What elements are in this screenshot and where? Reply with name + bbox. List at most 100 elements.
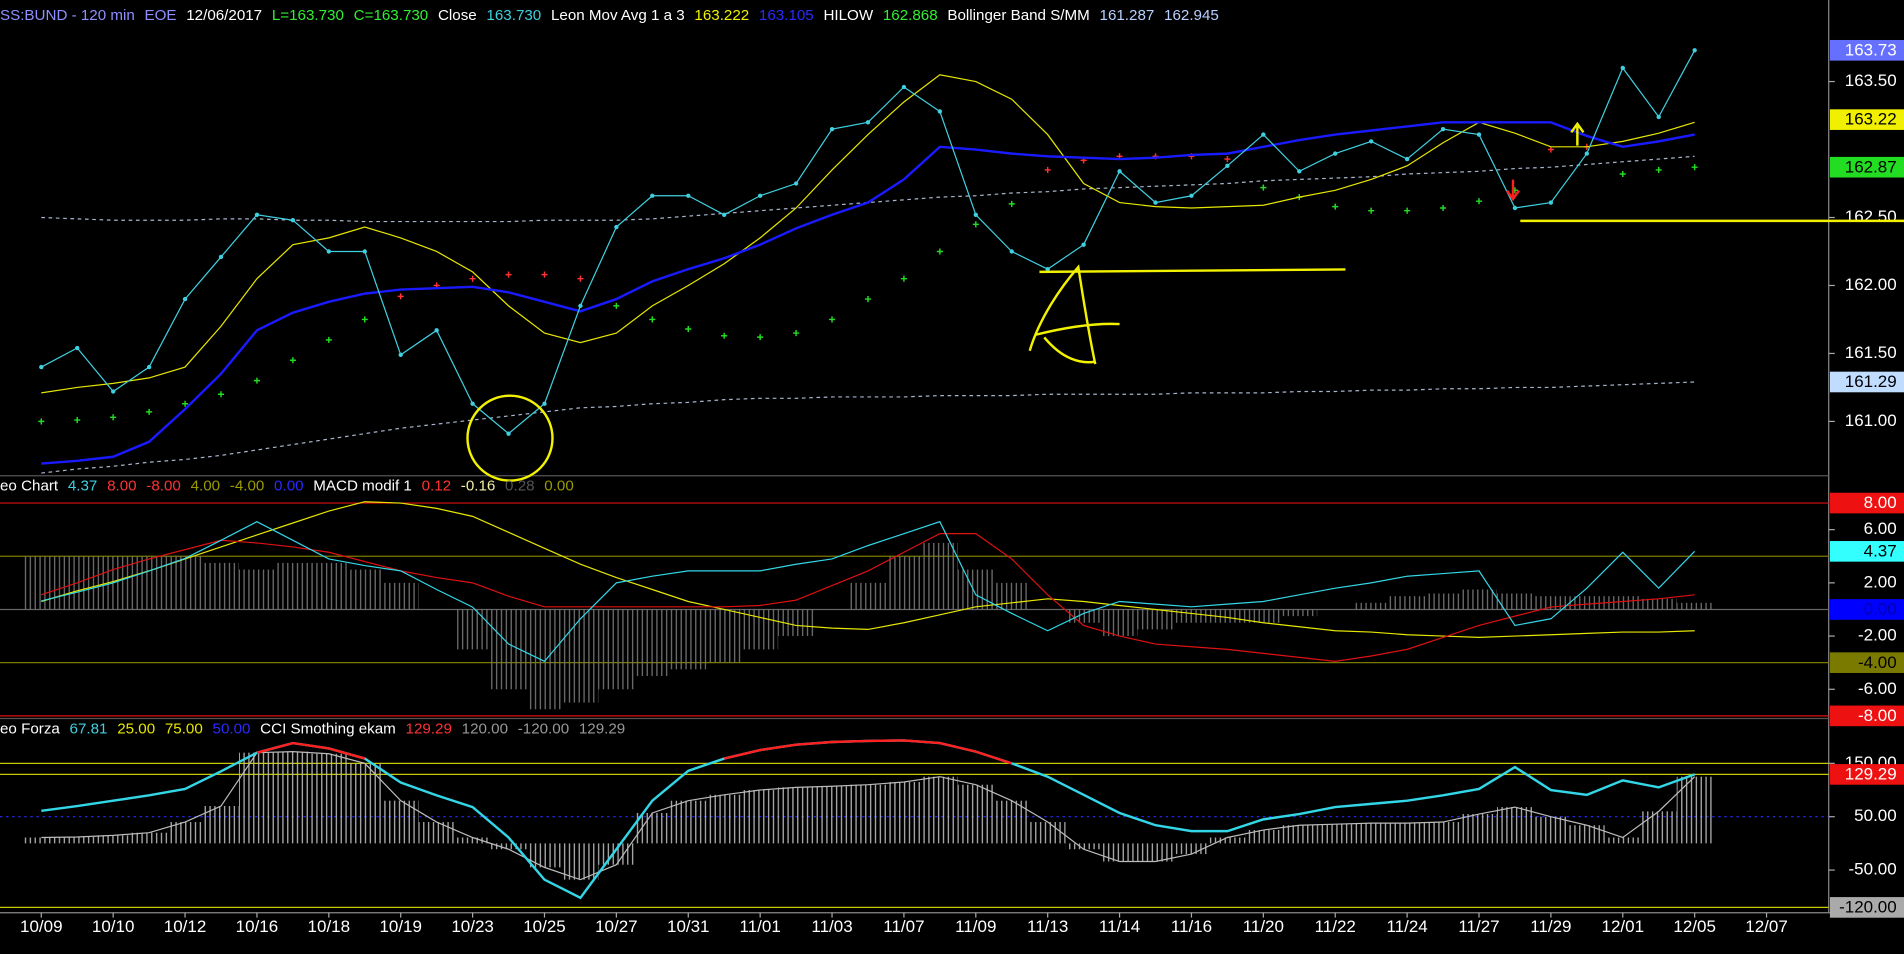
close-dot	[542, 401, 547, 406]
histogram-bar	[1209, 837, 1246, 844]
y-tick-label: -6.00	[1858, 679, 1897, 698]
hilow-marker	[1547, 146, 1554, 153]
hilow-marker	[217, 391, 225, 398]
histogram-bar	[1065, 609, 1102, 623]
close-dot	[1584, 151, 1590, 156]
hilow-marker	[469, 275, 476, 282]
histogram-bar	[1425, 822, 1462, 844]
histogram-bar	[310, 562, 347, 610]
value-box-label: 163.73	[1845, 40, 1897, 59]
value-box	[1829, 897, 1904, 918]
series-line	[41, 74, 1695, 394]
x-tick-label: 11/01	[740, 917, 781, 936]
histogram-bar	[921, 542, 958, 610]
histogram-bar	[1461, 814, 1497, 844]
histogram-bar	[95, 835, 132, 844]
value-box-label: -120.00	[1839, 897, 1897, 916]
hilow-marker	[721, 332, 728, 339]
close-dot	[829, 126, 835, 132]
x-tick-label: 10/12	[164, 917, 207, 936]
x-tick-label: 10/27	[595, 917, 638, 936]
histogram-bar	[1245, 609, 1282, 623]
panel-header: 120.00	[462, 720, 508, 737]
close-dot	[470, 401, 475, 406]
histogram-bar	[1389, 596, 1426, 610]
close-dot	[793, 181, 799, 186]
hilow-marker	[110, 414, 117, 421]
histogram-bar	[238, 569, 275, 610]
close-dot	[1045, 266, 1050, 272]
hilow-marker	[1440, 204, 1447, 212]
panel-header: 129.29	[579, 720, 625, 737]
close-dot	[614, 224, 619, 230]
series-line	[41, 751, 1696, 881]
close-dot	[973, 212, 978, 217]
close-dot	[901, 84, 907, 90]
panel-header: 0.28	[505, 478, 535, 495]
histogram-bar	[274, 562, 311, 610]
y-tick-label: -2.00	[1858, 626, 1897, 645]
close-dot	[1225, 163, 1230, 169]
panel-header: 0.00	[274, 478, 304, 495]
histogram-bar	[1568, 596, 1605, 610]
histogram-bar	[634, 609, 671, 676]
close-dot	[218, 254, 224, 260]
panel-header: CCI Smothing ekam	[260, 720, 396, 737]
y-tick-label: 2.00	[1864, 572, 1897, 591]
x-tick-label: 10/25	[523, 917, 566, 936]
panel-header: 4.00	[191, 478, 221, 495]
sell-arrow	[1505, 179, 1521, 202]
hilow-marker	[649, 316, 656, 323]
close-dot	[290, 218, 296, 223]
series-line	[41, 155, 1695, 223]
x-tick-label: 10/19	[379, 917, 422, 936]
panel-header: 163.105	[759, 7, 814, 24]
close-dot	[434, 328, 439, 333]
hilow-marker	[1475, 198, 1483, 205]
close-dot	[686, 193, 691, 198]
hilow-marker	[1224, 156, 1231, 163]
close-dot	[722, 212, 727, 217]
value-box-label: -4.00	[1858, 653, 1897, 672]
panel-header: -8.00	[146, 478, 181, 495]
hilow-marker	[828, 316, 836, 323]
panel-header: 12/06/2017	[186, 7, 262, 24]
series-line	[41, 381, 1695, 474]
value-box	[1829, 541, 1904, 562]
histogram-bar	[1281, 825, 1318, 844]
histogram-bar	[1604, 596, 1641, 610]
hilow-marker	[757, 334, 764, 341]
histogram-bar	[1640, 811, 1677, 844]
value-box	[1829, 652, 1904, 673]
close-dot	[182, 296, 188, 302]
close-dot	[1297, 169, 1302, 174]
hilow-marker	[325, 336, 332, 343]
panel-header: -4.00	[230, 478, 265, 495]
panel-header: 163.222	[694, 7, 749, 24]
histogram-bar	[526, 843, 563, 868]
histogram-bar	[1281, 609, 1318, 617]
series-line-highlight	[723, 739, 1013, 765]
histogram-bar	[167, 822, 204, 844]
panel-header: 162.945	[1164, 7, 1219, 24]
close-dot	[1261, 132, 1266, 137]
histogram-bar	[274, 751, 311, 844]
histogram-bar	[957, 784, 994, 844]
x-tick-label: 12/05	[1673, 917, 1716, 936]
histogram-bar	[670, 609, 707, 670]
histogram-bar	[1676, 776, 1713, 844]
value-box	[1829, 156, 1904, 178]
value-box-label: 161.29	[1845, 372, 1897, 391]
y-tick-label: 162.50	[1845, 207, 1897, 226]
histogram-bar	[1173, 843, 1210, 855]
series-line	[41, 520, 1696, 663]
histogram-bar	[814, 786, 850, 844]
panel-header: C=163.730	[354, 7, 429, 24]
x-tick-label: 11/13	[1027, 917, 1068, 936]
panel-header: 161.287	[1100, 7, 1155, 24]
histogram-bar	[1496, 807, 1533, 844]
close-dot	[254, 212, 260, 217]
histogram-bar	[1496, 593, 1533, 610]
histogram-bar	[1389, 823, 1426, 844]
